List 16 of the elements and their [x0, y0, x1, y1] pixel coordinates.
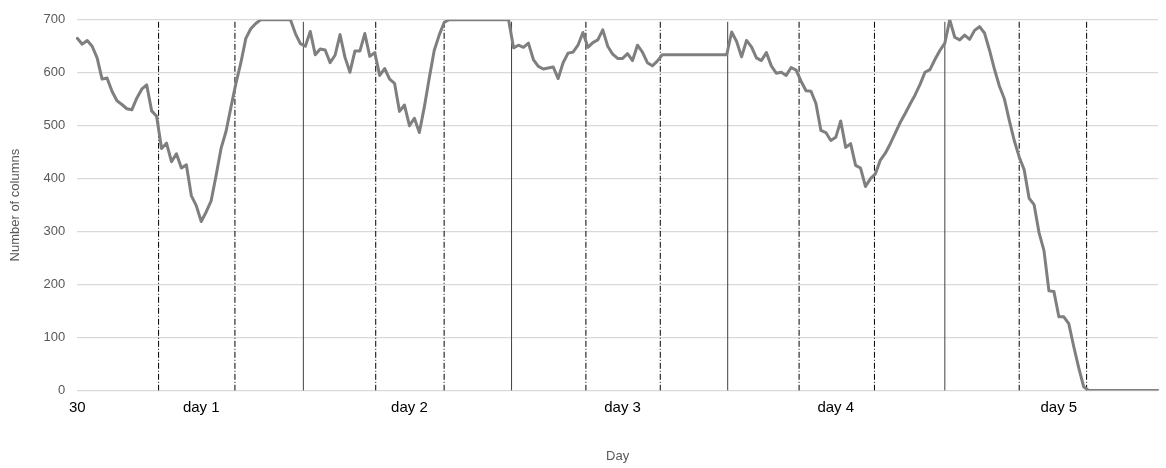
- y-tick-label: 200: [43, 276, 66, 292]
- x-tick-label: day 1: [182, 397, 220, 415]
- x-tick-label: day 3: [604, 397, 641, 415]
- y-tick-label: 0: [58, 381, 66, 397]
- x-tick-label: day 4: [817, 397, 855, 415]
- y-tick-label: 600: [43, 64, 66, 80]
- y-tick-label: 400: [43, 170, 66, 186]
- y-tick-label: 500: [43, 117, 66, 133]
- x-tick-label: 30: [68, 397, 86, 415]
- x-tick-label: day 2: [391, 397, 428, 415]
- y-tick-label: 100: [43, 329, 66, 345]
- x-tick-label: day 5: [1040, 397, 1078, 415]
- y-axis-title: Number of columns: [7, 148, 23, 262]
- y-tick-label: 700: [43, 11, 66, 27]
- x-axis-title: Day: [606, 447, 630, 463]
- y-tick-label: 300: [43, 223, 66, 239]
